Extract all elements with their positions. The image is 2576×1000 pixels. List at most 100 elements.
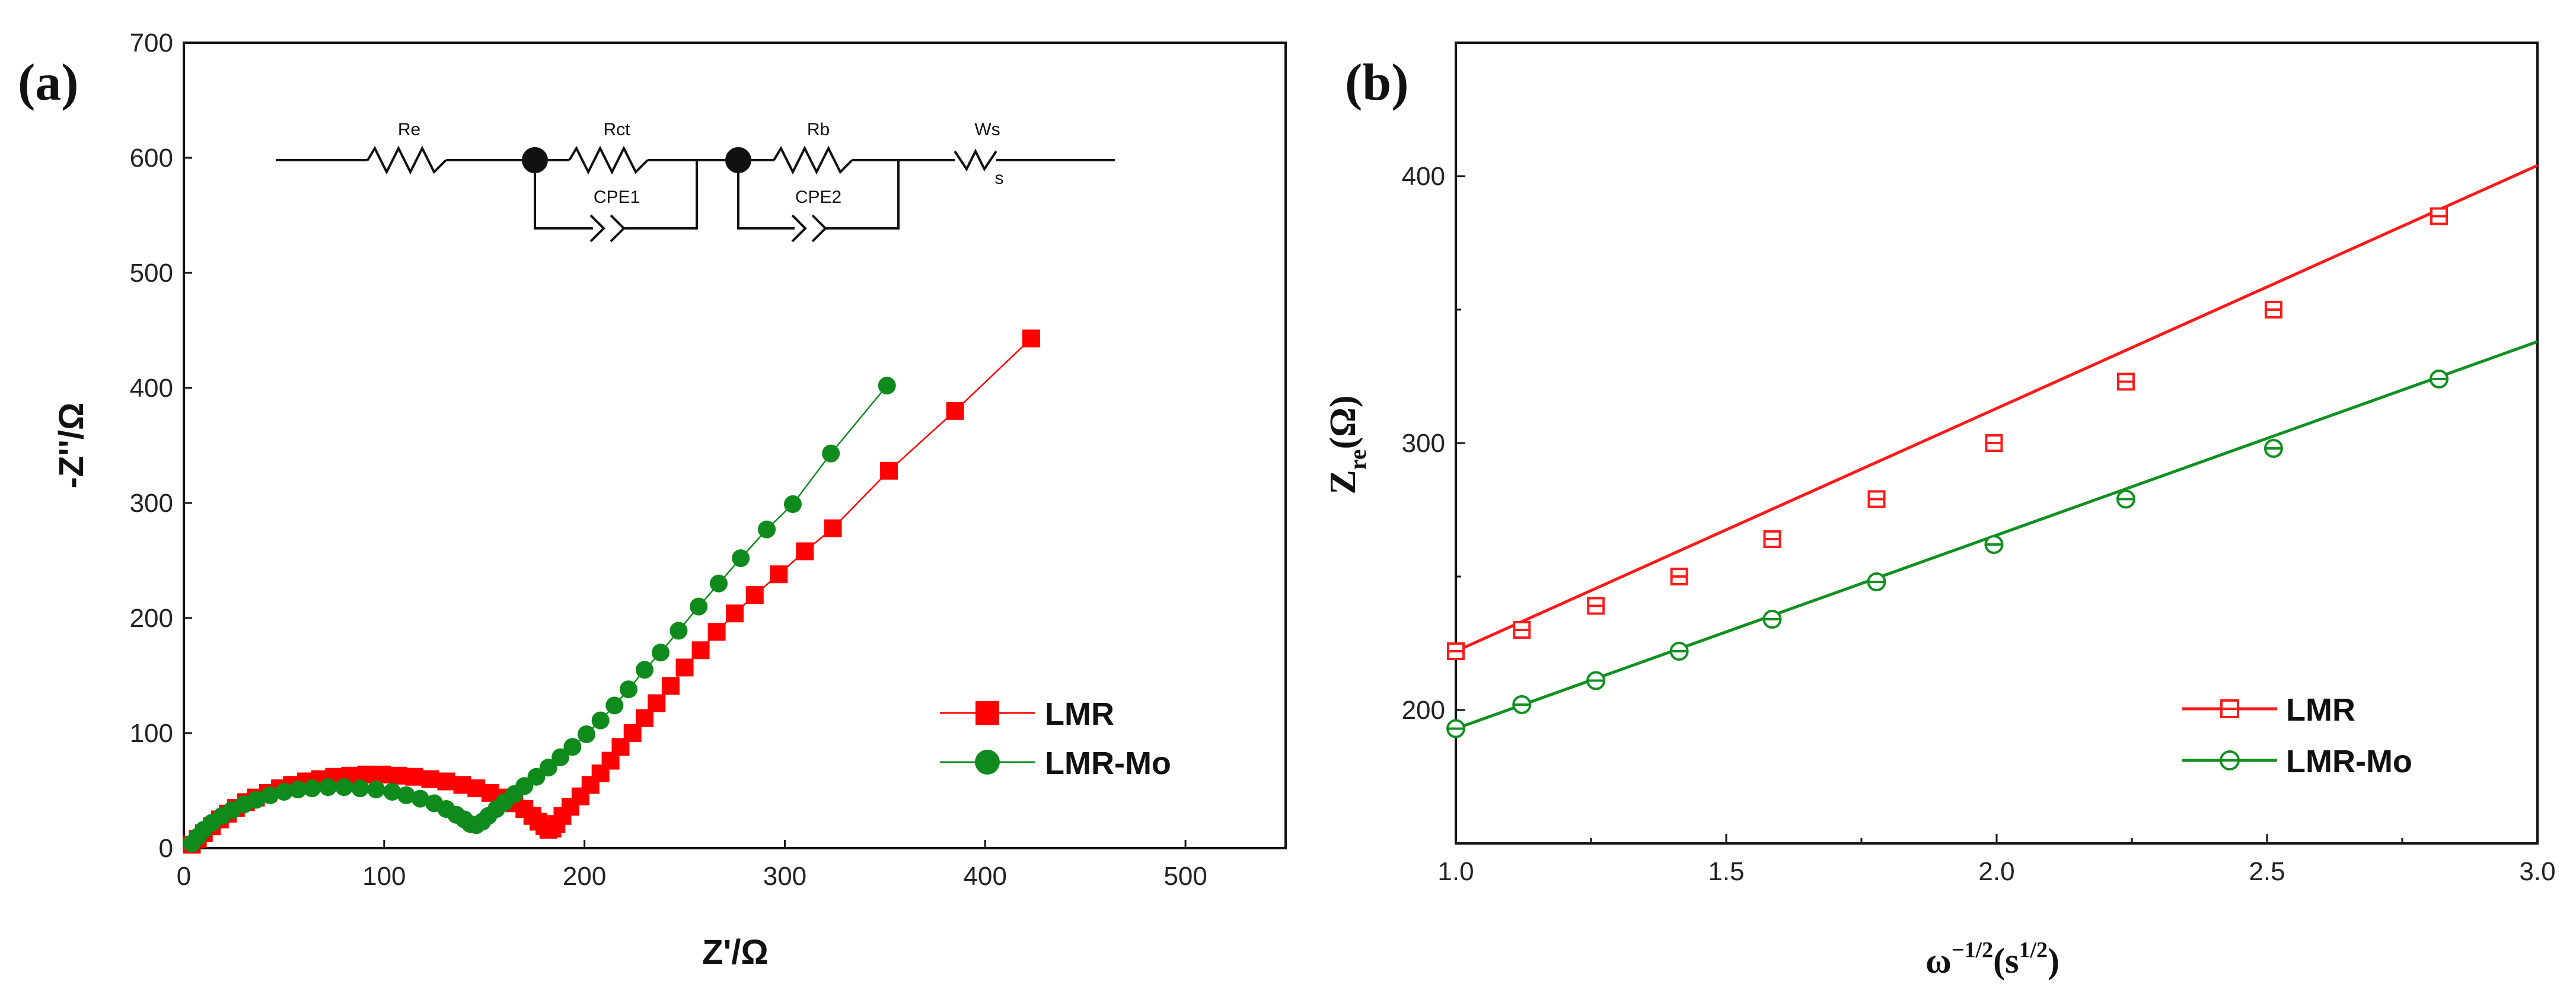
x-tick-label: 400 bbox=[964, 862, 1007, 891]
y-tick-label: 300 bbox=[1402, 429, 1445, 458]
cpe1-symbol bbox=[610, 214, 626, 243]
data-point bbox=[691, 641, 710, 660]
panel-a-y-axis-label: -Z''/Ω bbox=[52, 403, 91, 489]
data-point bbox=[421, 770, 439, 788]
panel-b-y-axis-label: Zre(Ω) bbox=[1323, 395, 1371, 494]
data-point bbox=[783, 495, 802, 513]
label-ws: Ws bbox=[974, 120, 1000, 139]
cpe1-symbol bbox=[589, 214, 605, 243]
x-tick-label: 200 bbox=[563, 862, 606, 891]
data-point bbox=[770, 565, 788, 584]
data-point bbox=[878, 377, 896, 395]
legend-a-label-lmr: LMR bbox=[1045, 696, 1114, 732]
data-point bbox=[605, 696, 624, 715]
legend-b-label-lmr: LMR bbox=[2286, 692, 2355, 728]
x-tick-label: 1.0 bbox=[1437, 857, 1474, 886]
data-point bbox=[261, 786, 279, 804]
panel-a: (a) 0 100 200 300 400 500 0 100 200 300 400 500 600 7… bbox=[18, 28, 1287, 972]
x-tick-label: 100 bbox=[362, 862, 406, 891]
circuit-wire bbox=[737, 160, 795, 230]
legend-b-label-lmr-mo: LMR-Mo bbox=[2286, 744, 2412, 779]
x-tick-label: 2.0 bbox=[1978, 857, 2014, 886]
data-point bbox=[303, 779, 321, 798]
data-point bbox=[247, 791, 265, 809]
x-tick-label: 300 bbox=[763, 862, 806, 891]
data-point bbox=[796, 542, 814, 560]
data-point bbox=[648, 694, 666, 712]
y-tick-label: 400 bbox=[130, 374, 173, 403]
series-lmr-mo-nyquist bbox=[183, 377, 896, 853]
data-point bbox=[822, 444, 840, 463]
data-point bbox=[289, 781, 307, 799]
legend-a: LMR LMR-Mo bbox=[940, 696, 1171, 781]
data-point bbox=[758, 520, 776, 539]
panel-a-label: (a) bbox=[18, 54, 79, 112]
panel-b-axis-ticks: 1.0 1.5 2.0 2.5 3.0 200 300 400 bbox=[1402, 162, 2556, 886]
data-point bbox=[367, 781, 385, 799]
data-point bbox=[539, 759, 557, 777]
data-point bbox=[405, 767, 423, 786]
data-point bbox=[578, 725, 596, 743]
data-point bbox=[652, 644, 670, 662]
data-point bbox=[335, 778, 353, 797]
data-point bbox=[397, 786, 415, 804]
series-lmr-warburg bbox=[1447, 164, 2539, 660]
resistor-rb bbox=[773, 145, 853, 175]
panel-a-plot-frame bbox=[183, 42, 1287, 849]
x-tick-label: 500 bbox=[1163, 862, 1207, 891]
label-re: Re bbox=[398, 120, 420, 139]
data-point bbox=[373, 765, 391, 784]
label-ws-subscript: s bbox=[995, 168, 1004, 188]
data-point bbox=[623, 724, 642, 742]
resistor-re bbox=[366, 145, 447, 175]
x-tick-label: 2.5 bbox=[2249, 857, 2285, 886]
data-point bbox=[745, 586, 764, 604]
label-rct: Rct bbox=[604, 120, 631, 139]
data-point bbox=[389, 766, 407, 785]
y-tick-label: 100 bbox=[130, 719, 173, 748]
data-point bbox=[707, 623, 726, 641]
data-point bbox=[709, 574, 728, 593]
y-tick-label: 700 bbox=[130, 28, 173, 58]
data-point bbox=[563, 738, 582, 756]
panel-b-x-axis-label: ω−1/2(s1/2) bbox=[1925, 938, 2059, 980]
data-point bbox=[726, 604, 744, 623]
cpe2-symbol bbox=[811, 214, 827, 243]
legend-a-label-lmr-mo: LMR-Mo bbox=[1045, 746, 1171, 781]
data-point bbox=[946, 402, 964, 420]
panel-a-x-axis-label: Z'/Ω bbox=[702, 933, 769, 972]
data-point bbox=[527, 767, 546, 786]
fit-line bbox=[1455, 164, 2539, 653]
data-point bbox=[411, 789, 429, 808]
data-point bbox=[591, 711, 610, 730]
y-tick-label: 400 bbox=[1402, 162, 1445, 191]
circuit-wire bbox=[825, 160, 900, 230]
data-point bbox=[635, 661, 653, 679]
data-point bbox=[690, 597, 708, 616]
legend-a-marker-lmr-mo bbox=[975, 750, 1000, 775]
series-lmr-nyquist bbox=[183, 329, 1040, 854]
panel-b-label: (b) bbox=[1345, 54, 1409, 112]
y-tick-label: 200 bbox=[1402, 696, 1445, 725]
data-point bbox=[383, 782, 401, 801]
data-point bbox=[824, 519, 842, 537]
label-cpe2: CPE2 bbox=[795, 187, 841, 207]
label-cpe1: CPE1 bbox=[594, 187, 640, 207]
data-point bbox=[1022, 329, 1040, 348]
x-tick-label: 0 bbox=[177, 862, 191, 891]
data-point bbox=[619, 680, 637, 699]
resistor-rct bbox=[568, 145, 649, 175]
circuit-wire bbox=[534, 160, 593, 230]
data-point bbox=[275, 782, 293, 801]
legend-b: LMR LMR-Mo bbox=[2182, 692, 2412, 779]
legend-a-marker-lmr bbox=[975, 701, 999, 725]
data-point bbox=[635, 709, 653, 727]
circuit-wire bbox=[624, 160, 698, 230]
data-point bbox=[880, 461, 898, 480]
data-point bbox=[732, 549, 750, 568]
y-tick-label: 200 bbox=[130, 604, 173, 633]
panel-a-axis-ticks: 0 100 200 300 400 500 0 100 200 300 400 500 600 700 bbox=[130, 28, 1207, 891]
data-point bbox=[669, 622, 688, 640]
y-tick-label: 600 bbox=[130, 144, 173, 173]
